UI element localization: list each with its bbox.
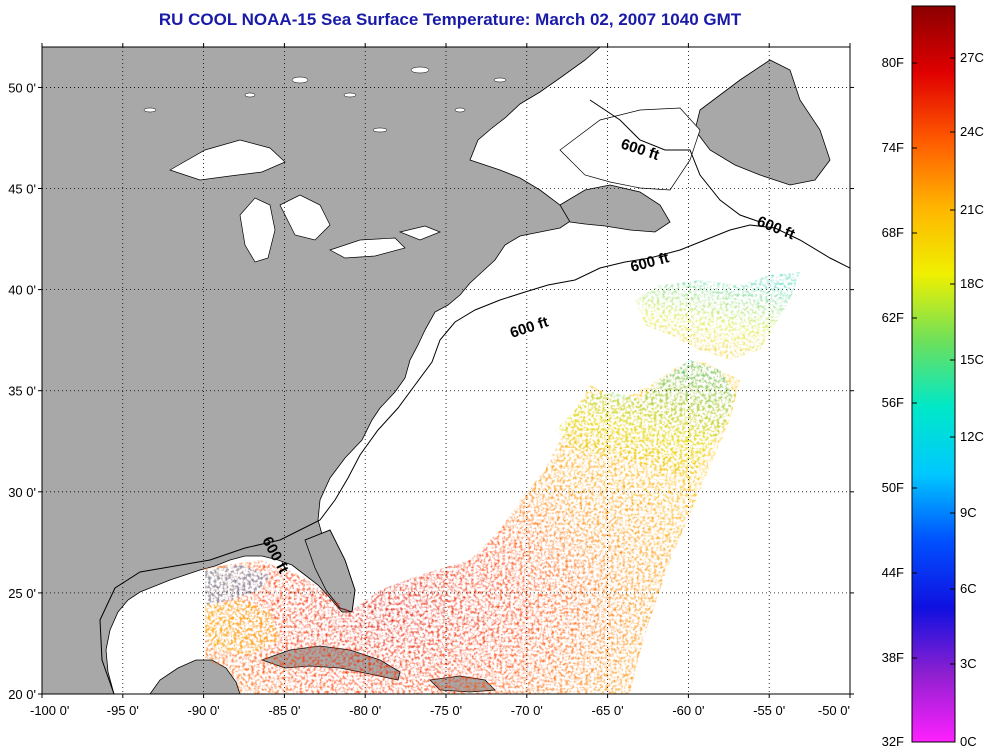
colorbar-fahrenheit-labels: 80F 74F 68F 62F 56F 50F 44F 38F 32F bbox=[882, 55, 917, 749]
graticule bbox=[42, 47, 850, 694]
colorbar-c-label: 21C bbox=[960, 202, 984, 217]
lat-tick-label: 30 0' bbox=[8, 485, 36, 500]
colorbar-f-label: 68F bbox=[882, 225, 904, 240]
land-newfoundland bbox=[694, 59, 831, 186]
colorbar-c-label: 6C bbox=[960, 581, 977, 596]
great-lakes bbox=[169, 139, 441, 263]
map-title: RU COOL NOAA-15 Sea Surface Temperature:… bbox=[158, 10, 742, 29]
colorbar-c-label: 15C bbox=[960, 352, 984, 367]
land-maritimes bbox=[559, 184, 671, 233]
colorbar-c-label: 0C bbox=[960, 734, 977, 749]
colorbar-c-label: 12C bbox=[960, 429, 984, 444]
inland-lakes bbox=[143, 66, 507, 133]
sst-swath bbox=[205, 272, 800, 694]
colorbar-f-label: 74F bbox=[882, 140, 904, 155]
lon-tick-label: -80 0' bbox=[349, 703, 381, 718]
lon-tick-label: -55 0' bbox=[753, 703, 785, 718]
land-north-america bbox=[42, 47, 601, 694]
lat-tick-label: 50 0' bbox=[8, 80, 36, 95]
colorbar-f-label: 56F bbox=[882, 395, 904, 410]
lat-tick-label: 45 0' bbox=[8, 182, 36, 197]
lon-tick-label: -85 0' bbox=[268, 703, 300, 718]
colorbar bbox=[911, 5, 956, 743]
colorbar-f-label: 44F bbox=[882, 565, 904, 580]
colorbar-f-label: 50F bbox=[882, 480, 904, 495]
gulf-st-lawrence bbox=[559, 107, 701, 191]
lon-tick-label: -70 0' bbox=[511, 703, 543, 718]
lon-tick-label: -75 0' bbox=[430, 703, 462, 718]
lon-tick-label: -100 0' bbox=[30, 703, 69, 718]
longitude-tick-labels: -100 0' -95 0' -90 0' -85 0' -80 0' -75 0' -70… bbox=[30, 43, 851, 718]
lon-tick-label: -60 0' bbox=[672, 703, 704, 718]
colorbar-celsius-labels: 27C 24C 21C 18C 15C 12C 9C 6C 3C 0C bbox=[950, 50, 984, 749]
lon-tick-label: -95 0' bbox=[107, 703, 139, 718]
colorbar-c-label: 18C bbox=[960, 276, 984, 291]
colorbar-f-label: 62F bbox=[882, 310, 904, 325]
lat-tick-label: 35 0' bbox=[8, 384, 36, 399]
colorbar-c-label: 24C bbox=[960, 124, 984, 139]
lon-tick-label: -50 0' bbox=[818, 703, 850, 718]
lat-tick-label: 25 0' bbox=[8, 586, 36, 601]
colorbar-c-label: 9C bbox=[960, 505, 977, 520]
lon-tick-label: -65 0' bbox=[592, 703, 624, 718]
colorbar-f-label: 32F bbox=[882, 734, 904, 749]
colorbar-c-label: 3C bbox=[960, 656, 977, 671]
lat-tick-label: 40 0' bbox=[8, 283, 36, 298]
isobath-600ft bbox=[99, 224, 850, 694]
lon-tick-label: -90 0' bbox=[188, 703, 220, 718]
colorbar-f-label: 80F bbox=[882, 55, 904, 70]
latitude-tick-labels: 50 0' 45 0' 40 0' 35 0' 30 0' 25 0' 20 0' bbox=[8, 80, 854, 702]
colorbar-c-label: 27C bbox=[960, 50, 984, 65]
lat-tick-label: 20 0' bbox=[8, 687, 36, 702]
colorbar-f-label: 38F bbox=[882, 650, 904, 665]
